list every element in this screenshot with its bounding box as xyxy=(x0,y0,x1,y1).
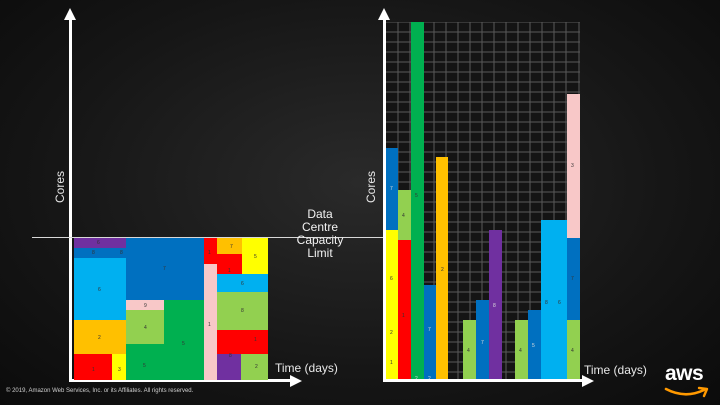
workload-bar xyxy=(398,190,411,240)
workload-block xyxy=(217,274,268,292)
bar-label: 3 xyxy=(571,163,574,169)
left-x-axis-label: Time (days) xyxy=(275,361,338,375)
workload-block xyxy=(217,330,268,354)
right-y-axis-arrow xyxy=(378,8,390,20)
workload-bar xyxy=(554,220,567,380)
workload-bar xyxy=(489,230,502,380)
workload-bar xyxy=(436,157,448,380)
bar-label: 7 xyxy=(390,186,393,192)
workload-block xyxy=(74,258,126,320)
bar-label: 4 xyxy=(571,348,574,354)
right-x-axis-label: Time (days) xyxy=(584,363,647,377)
workload-block xyxy=(74,238,126,248)
block-label: 5 xyxy=(254,254,257,260)
bar-label: 4 xyxy=(519,348,522,354)
aws-smile-icon xyxy=(664,386,709,398)
block-label: 3 xyxy=(118,367,121,373)
block-label: 1 xyxy=(208,322,211,328)
bar-label: 8 xyxy=(493,303,496,309)
workload-block xyxy=(217,292,268,330)
block-label: 2 xyxy=(255,364,258,370)
workload-bar xyxy=(476,300,489,380)
block-label: 5 xyxy=(143,363,146,369)
bar-label: 6 xyxy=(558,300,561,306)
bar-label: 5 xyxy=(415,193,418,199)
block-label: 5 xyxy=(182,341,185,347)
block-label: 4 xyxy=(144,325,147,331)
workload-bar xyxy=(386,230,398,380)
workload-block xyxy=(126,300,164,310)
workload-block xyxy=(112,354,126,380)
bar-label: 7 xyxy=(571,276,574,282)
block-label: 9 xyxy=(144,303,147,309)
block-label: 2 xyxy=(98,335,101,341)
workload-bar xyxy=(424,285,436,380)
bar-label: 1 xyxy=(402,313,405,319)
block-label: 7 xyxy=(163,266,166,272)
block-label: 8 xyxy=(92,250,95,256)
aws-logo: aws xyxy=(663,362,713,400)
left-x-axis xyxy=(69,379,291,382)
bar-label: 7 xyxy=(428,327,431,333)
workload-block xyxy=(204,264,217,354)
copyright-notice: © 2019, Amazon Web Services, Inc. or its… xyxy=(6,388,194,394)
bar-label: 6 xyxy=(390,276,393,282)
right-x-axis-arrow xyxy=(582,375,594,387)
workload-block xyxy=(126,238,204,300)
workload-block xyxy=(164,300,204,380)
workload-bar xyxy=(567,94,580,238)
block-label: 8 xyxy=(120,250,123,256)
block-label: 1 xyxy=(92,367,95,373)
workload-block xyxy=(217,354,241,380)
workload-block xyxy=(74,320,126,354)
block-label: 7 xyxy=(230,244,233,250)
left-y-axis xyxy=(69,14,72,380)
bar-label: 7 xyxy=(481,340,484,346)
workload-block xyxy=(217,254,242,274)
workload-block xyxy=(241,354,268,380)
bar-label: 2 xyxy=(441,267,444,273)
left-x-axis-arrow xyxy=(290,375,302,387)
workload-bar xyxy=(411,22,424,380)
workload-bar xyxy=(398,240,411,380)
block-label: 1 xyxy=(208,250,211,256)
workload-block xyxy=(126,310,164,344)
capacity-limit-line xyxy=(32,237,384,238)
workload-bar xyxy=(515,320,528,380)
workload-bar xyxy=(386,148,398,230)
capacity-limit-label: Data Centre Capacity Limit xyxy=(296,207,344,260)
workload-bar xyxy=(463,320,476,380)
workload-block xyxy=(204,238,217,264)
workload-block xyxy=(74,248,126,258)
bar-label: 5 xyxy=(532,343,535,349)
workload-bar xyxy=(567,238,580,320)
block-label: 6 xyxy=(241,281,244,287)
block-label: 6 xyxy=(97,240,100,246)
left-y-axis-label: Cores xyxy=(53,170,67,203)
right-y-axis xyxy=(383,14,386,380)
left-y-axis-arrow xyxy=(64,8,76,20)
workload-block xyxy=(242,238,268,274)
block-label: 8 xyxy=(241,308,244,314)
block-label: 8 xyxy=(229,353,232,359)
workload-bar xyxy=(567,320,580,380)
workload-block xyxy=(126,344,164,380)
block-label: 6 xyxy=(98,287,101,293)
block-label: 1 xyxy=(254,337,257,343)
bar-label: 2 xyxy=(390,330,393,336)
workload-bar xyxy=(528,310,541,380)
block-label: 1 xyxy=(228,268,231,274)
bar-label: 1 xyxy=(390,360,393,366)
right-x-axis xyxy=(383,379,583,382)
workload-bar xyxy=(541,220,554,380)
right-y-axis-label: Cores xyxy=(364,170,378,203)
bar-label: 4 xyxy=(402,213,405,219)
workload-block xyxy=(204,354,217,380)
aws-logo-text: aws xyxy=(665,362,704,385)
workload-block xyxy=(74,354,112,380)
bar-label: 4 xyxy=(467,348,470,354)
bar-label: 8 xyxy=(545,300,548,306)
workload-block xyxy=(217,238,242,254)
